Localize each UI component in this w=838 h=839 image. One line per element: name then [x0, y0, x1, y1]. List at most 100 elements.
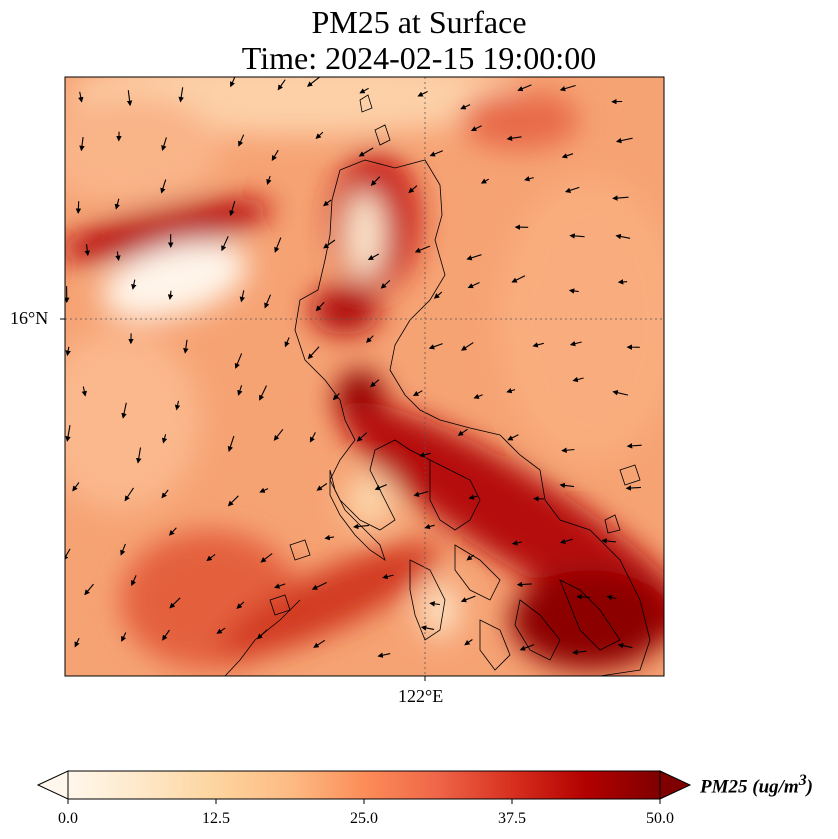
wind-arrow [517, 84, 532, 92]
wind-arrow [601, 538, 616, 544]
colorbar-tick-label: 12.5 [202, 810, 230, 827]
wind-arrow [65, 346, 71, 357]
wind-arrow [467, 282, 480, 289]
wind-arrow [169, 597, 181, 609]
wind-arrow [460, 104, 471, 110]
wind-arrow [561, 447, 575, 454]
colorbar-min-extend [36, 770, 69, 800]
wind-arrow [167, 290, 174, 300]
wind-arrow [120, 543, 126, 556]
wind-arrow [79, 137, 85, 152]
wind-arrow [615, 137, 633, 144]
wind-arrow [377, 652, 391, 658]
wind-arrow [75, 201, 82, 214]
wind-arrow [511, 275, 526, 283]
wind-arrow [256, 629, 268, 640]
wind-arrow [206, 553, 216, 562]
wind-arrow [178, 87, 184, 103]
wind-arrow [626, 443, 642, 449]
wind-arrow [460, 595, 476, 603]
colorbar-tick-label: 50.0 [646, 810, 674, 827]
wind-arrow [259, 487, 269, 493]
wind-arrow [524, 176, 534, 182]
wind-arrow [460, 342, 474, 351]
wind-arrow [466, 554, 475, 561]
colorbar-title-text: PM25 (ug/m [700, 776, 799, 798]
wind-arrow [572, 376, 584, 383]
wind-arrow [174, 400, 181, 411]
latitude-label: 16°N [10, 308, 49, 328]
wind-arrow [81, 386, 87, 397]
colorbar-tick-label: 37.5 [498, 810, 526, 827]
wind-arrow [273, 428, 284, 441]
wind-arrow [464, 639, 473, 646]
wind-arrow [124, 487, 134, 502]
wind-arrow [532, 342, 544, 348]
wind-arrow [315, 131, 324, 140]
wind-arrow [468, 494, 479, 500]
wind-arrow [121, 632, 127, 642]
wind-arrow [323, 199, 332, 207]
wind-arrow [569, 233, 585, 239]
wind-arrow [370, 379, 380, 388]
wind-arrow [559, 84, 576, 92]
wind-arrow [356, 432, 368, 442]
coastlines [224, 94, 651, 676]
wind-arrow [136, 447, 142, 464]
wind-arrow [274, 583, 286, 589]
wind-arrow [511, 540, 522, 546]
wind-arrow [358, 147, 374, 157]
wind-arrow [260, 553, 273, 563]
wind-arrow [227, 495, 239, 507]
wind-arrow [414, 245, 431, 253]
wind-arrow [506, 135, 522, 141]
wind-arrow [84, 583, 94, 596]
wind-arrow [506, 388, 516, 394]
wind-arrow [307, 346, 320, 360]
wind-arrow [576, 594, 591, 600]
wind-arrow [561, 153, 574, 159]
wind-arrow [121, 402, 127, 419]
wind-arrow [72, 482, 80, 492]
wind-arrow [359, 87, 369, 94]
wind-arrow [309, 432, 316, 443]
wind-arrow [131, 575, 137, 587]
colorbar-title-end: ) [806, 776, 813, 798]
map-title-line1: PM25 at Surface [311, 4, 527, 40]
wind-arrow [266, 175, 272, 185]
wind-arrow [420, 625, 435, 631]
wind-arrow [236, 601, 245, 609]
wind-arrow [473, 393, 483, 399]
wind-arrow [316, 483, 328, 491]
wind-arrow [131, 279, 137, 290]
wind-arrow [413, 490, 429, 497]
wind-arrow [311, 582, 327, 590]
colorbar [36, 770, 692, 804]
colorbar-tick-label: 0.0 [58, 810, 78, 827]
wind-arrow [234, 353, 243, 369]
wind-arrow [559, 482, 575, 489]
wind-arrow [284, 337, 290, 348]
wind-arrow [370, 176, 381, 186]
wind-arrow [162, 629, 170, 641]
wind-arrow [78, 91, 84, 103]
colorbar-max-extend [659, 770, 692, 800]
wind-arrow [332, 393, 340, 401]
wind-arrow [306, 77, 321, 87]
wind-arrow [617, 279, 628, 285]
wind-arrow [237, 385, 243, 396]
wind-arrow [572, 649, 587, 655]
wind-arrow [466, 254, 482, 261]
wind-arrow [229, 200, 236, 217]
wind-arrow [323, 239, 336, 249]
wind-arrow [612, 390, 629, 396]
wind-arrow [353, 523, 370, 530]
wind-arrow [160, 179, 167, 194]
wind-arrow [65, 548, 71, 561]
wind-arrow [161, 489, 169, 499]
wind-arrow [271, 149, 279, 162]
wind-arrow [324, 534, 335, 541]
colorbar-title: PM25 (ug/m3) [700, 772, 813, 798]
wind-arrow [161, 434, 168, 444]
wind-arrow [412, 390, 423, 397]
